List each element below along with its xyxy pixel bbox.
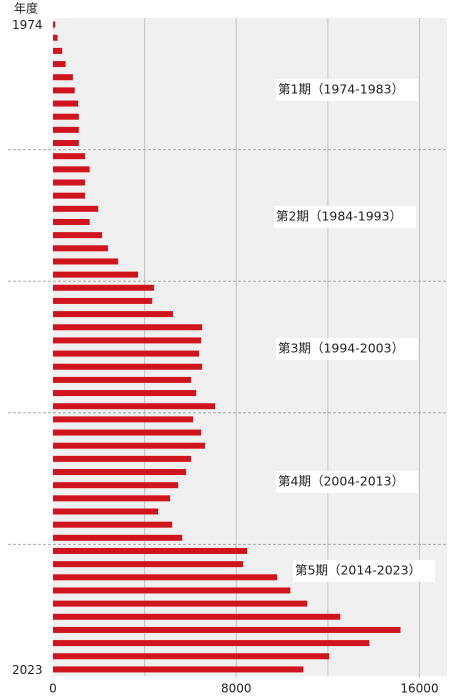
bar xyxy=(53,534,183,541)
bar xyxy=(53,561,244,568)
bar xyxy=(53,311,174,318)
x-tick-label: 16000 xyxy=(400,682,438,696)
bar xyxy=(53,179,86,186)
bar xyxy=(53,337,202,344)
bar xyxy=(53,100,79,107)
bar xyxy=(53,47,63,54)
bar xyxy=(53,113,79,120)
bar xyxy=(53,140,79,147)
annotation: 第3期（1994-2003） xyxy=(278,341,404,356)
bar xyxy=(53,429,202,436)
annotation-bg xyxy=(276,338,418,360)
annotation: 第4期（2004-2013） xyxy=(278,474,404,489)
bar xyxy=(53,574,278,581)
y-tick-label: 2023 xyxy=(12,663,43,677)
annotation: 第5期（2014-2023） xyxy=(295,563,421,578)
bar xyxy=(53,482,179,489)
bar xyxy=(53,403,216,410)
bar xyxy=(53,495,171,502)
bar xyxy=(53,442,206,449)
bar xyxy=(53,508,159,515)
bar xyxy=(53,600,308,607)
bar xyxy=(53,324,203,331)
bar xyxy=(53,284,155,291)
bar xyxy=(53,87,75,94)
y-axis-label: 年度 xyxy=(14,1,38,16)
bar xyxy=(53,166,90,173)
annotation-bg xyxy=(274,206,416,228)
bar xyxy=(53,258,119,265)
bar xyxy=(53,21,56,28)
bar xyxy=(53,245,108,252)
bar xyxy=(53,469,187,476)
bar xyxy=(53,363,203,370)
bar xyxy=(53,205,99,212)
bar xyxy=(53,297,153,304)
bar xyxy=(53,126,79,133)
bar xyxy=(53,547,248,554)
bar xyxy=(53,34,58,41)
bar xyxy=(53,192,86,199)
bar xyxy=(53,640,370,647)
annotation-bg xyxy=(276,79,418,101)
x-tick-label: 0 xyxy=(49,682,57,696)
annotation-bg xyxy=(276,471,418,493)
annotation: 第2期（1984-1993） xyxy=(276,209,402,224)
bar xyxy=(53,653,330,660)
bar xyxy=(53,218,90,225)
bar xyxy=(53,271,138,278)
y-tick-label: 1974 xyxy=(12,18,43,32)
bar xyxy=(53,666,304,673)
bar xyxy=(53,390,197,397)
bar xyxy=(53,521,173,528)
label-bg xyxy=(10,17,47,32)
bar xyxy=(53,153,86,160)
bar xyxy=(53,350,200,357)
annotation: 第1期（1974-1983） xyxy=(278,82,404,97)
bar xyxy=(53,376,192,383)
label-bg xyxy=(10,662,47,677)
bar xyxy=(53,455,192,462)
bar xyxy=(53,416,194,423)
bar xyxy=(53,74,73,81)
bar xyxy=(53,626,401,633)
bar xyxy=(53,232,103,239)
bar xyxy=(53,61,66,68)
x-tick-label: 8000 xyxy=(221,682,252,696)
bar xyxy=(53,613,341,620)
annotation-bg xyxy=(293,560,435,582)
bar xyxy=(53,587,291,594)
